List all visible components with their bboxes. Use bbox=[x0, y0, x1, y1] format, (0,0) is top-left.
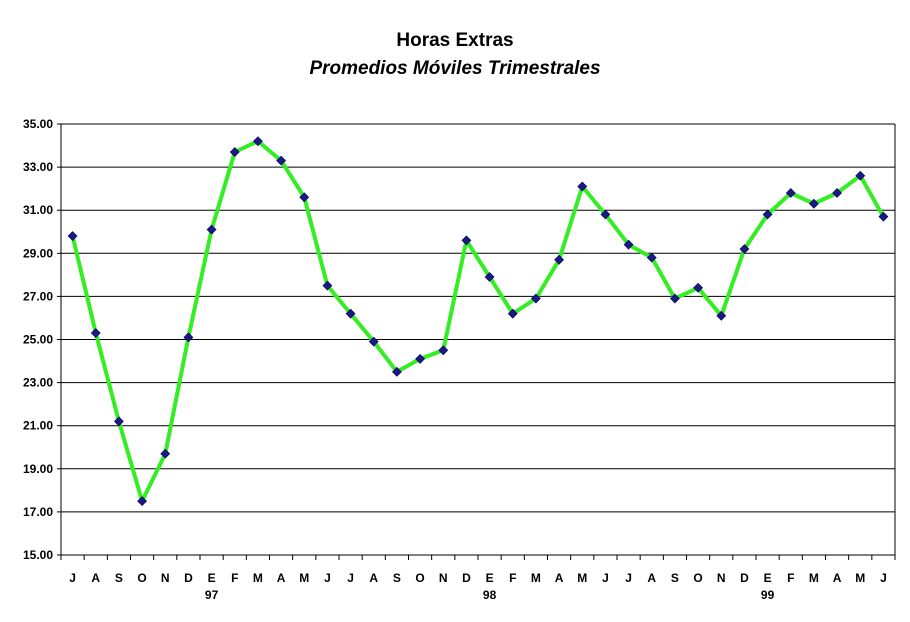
data-point bbox=[716, 310, 727, 321]
data-point bbox=[391, 366, 402, 377]
data-point bbox=[577, 181, 588, 192]
data-point bbox=[530, 293, 541, 304]
y-tick-label: 15.00 bbox=[23, 548, 53, 562]
data-point bbox=[252, 136, 263, 147]
data-point bbox=[160, 448, 171, 459]
x-tick-label: O bbox=[693, 571, 702, 585]
x-tick-label: S bbox=[115, 571, 123, 585]
year-label: 97 bbox=[205, 588, 219, 602]
x-tick-label: M bbox=[809, 571, 819, 585]
chart-subtitle: Promedios Móviles Trimestrales bbox=[309, 58, 601, 79]
x-tick-label: A bbox=[647, 571, 656, 585]
y-tick-label: 33.00 bbox=[23, 160, 53, 174]
y-tick-label: 19.00 bbox=[23, 462, 53, 476]
x-tick-label: A bbox=[369, 571, 378, 585]
data-point bbox=[554, 254, 565, 265]
data-point bbox=[137, 496, 148, 507]
x-tick-label: F bbox=[509, 571, 516, 585]
data-point bbox=[646, 252, 657, 263]
x-tick-label: A bbox=[555, 571, 564, 585]
data-point bbox=[484, 272, 495, 282]
year-label: 98 bbox=[483, 588, 497, 602]
series-line bbox=[70, 139, 886, 504]
x-tick-label: D bbox=[740, 571, 749, 585]
y-tick-label: 21.00 bbox=[23, 419, 53, 433]
data-point bbox=[600, 209, 611, 220]
data-point bbox=[299, 192, 310, 203]
data-point bbox=[368, 336, 379, 347]
x-tick-label: E bbox=[486, 571, 494, 585]
x-tick-label: S bbox=[393, 571, 401, 585]
x-tick-label: D bbox=[184, 571, 193, 585]
x-tick-label: A bbox=[277, 571, 286, 585]
x-tick-label: D bbox=[462, 571, 471, 585]
data-point bbox=[785, 188, 796, 198]
data-point bbox=[206, 224, 217, 235]
x-tick-label: E bbox=[208, 571, 216, 585]
x-tick-label: M bbox=[577, 571, 587, 585]
x-tick-label: O bbox=[415, 571, 424, 585]
x-tick-label: N bbox=[717, 571, 726, 585]
y-tick-label: 31.00 bbox=[23, 203, 53, 217]
data-point bbox=[276, 155, 287, 166]
data-point bbox=[322, 280, 333, 291]
data-point bbox=[507, 308, 518, 319]
x-tick-label: N bbox=[439, 571, 448, 585]
x-tick-label: E bbox=[764, 571, 772, 585]
data-point bbox=[623, 239, 634, 250]
x-tick-label: J bbox=[69, 571, 76, 585]
x-tick-label: N bbox=[161, 571, 170, 585]
x-tick-label: J bbox=[324, 571, 331, 585]
data-point bbox=[90, 328, 101, 338]
data-point bbox=[762, 209, 773, 220]
data-point bbox=[345, 308, 356, 319]
x-tick-label: J bbox=[602, 571, 609, 585]
data-point bbox=[438, 345, 449, 356]
data-point bbox=[461, 235, 472, 246]
data-point bbox=[67, 231, 78, 241]
data-point bbox=[808, 198, 819, 209]
year-label: 99 bbox=[761, 588, 775, 602]
data-point bbox=[415, 353, 426, 364]
x-tick-label: S bbox=[671, 571, 679, 585]
x-tick-label: M bbox=[253, 571, 263, 585]
y-tick-label: 29.00 bbox=[23, 246, 53, 260]
data-point bbox=[855, 170, 866, 181]
data-point bbox=[113, 416, 124, 427]
x-tick-label: O bbox=[137, 571, 146, 585]
y-tick-label: 25.00 bbox=[23, 333, 53, 347]
y-tick-label: 17.00 bbox=[23, 505, 53, 519]
x-tick-label: A bbox=[833, 571, 842, 585]
data-point bbox=[183, 332, 194, 343]
x-tick-label: J bbox=[880, 571, 887, 585]
data-point bbox=[229, 147, 240, 157]
x-tick-label: A bbox=[91, 571, 100, 585]
y-tick-label: 23.00 bbox=[23, 376, 53, 390]
data-point bbox=[669, 293, 680, 304]
data-point bbox=[832, 188, 843, 198]
x-tick-label: M bbox=[299, 571, 309, 585]
y-tick-label: 27.00 bbox=[23, 289, 53, 303]
y-tick-label: 35.00 bbox=[23, 117, 53, 131]
x-tick-label: M bbox=[531, 571, 541, 585]
data-point bbox=[739, 244, 750, 254]
x-tick-label: F bbox=[787, 571, 794, 585]
chart-title: Horas Extras bbox=[396, 30, 514, 51]
data-point bbox=[878, 211, 889, 222]
x-tick-label: M bbox=[855, 571, 865, 585]
x-tick-label: J bbox=[625, 571, 632, 585]
x-tick-label: F bbox=[231, 571, 238, 585]
x-tick-label: J bbox=[347, 571, 354, 585]
data-point bbox=[693, 282, 704, 293]
